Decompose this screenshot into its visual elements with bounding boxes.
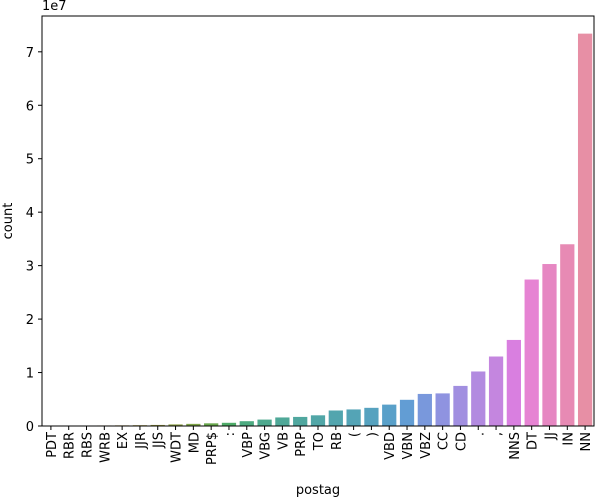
offset-label: 1e7 <box>42 0 67 14</box>
x-tick-label: RB <box>330 432 345 450</box>
bar <box>257 419 272 426</box>
bar <box>435 393 450 426</box>
y-tick-label: 4 <box>26 206 34 221</box>
y-tick-label: 2 <box>26 313 34 328</box>
y-tick-label: 0 <box>26 420 34 435</box>
bar <box>364 407 379 426</box>
x-tick-label: EX <box>116 432 131 449</box>
bar <box>310 415 326 426</box>
bar <box>204 423 219 426</box>
x-tick-label: RBS <box>81 432 96 458</box>
bar <box>577 33 593 426</box>
bar <box>399 399 415 426</box>
bar <box>506 339 521 426</box>
bar <box>453 385 468 426</box>
x-tick-label: , <box>490 432 505 436</box>
bar <box>560 244 575 426</box>
x-tick-label: . <box>472 432 487 436</box>
bar <box>275 417 290 426</box>
x-tick-label: PRP <box>294 432 309 457</box>
x-tick-label: VB <box>276 432 291 450</box>
bar <box>221 422 237 426</box>
x-tick-label: WRB <box>98 432 113 463</box>
x-tick-label: VBZ <box>419 432 434 459</box>
y-tick-label: 6 <box>26 99 34 114</box>
bar <box>382 404 397 426</box>
x-tick-label: RBR <box>63 432 78 459</box>
x-tick-label: CC <box>437 432 452 450</box>
x-tick-label: ) <box>365 432 380 437</box>
x-tick-label: PDT <box>45 432 60 458</box>
y-tick-label: 7 <box>26 46 34 61</box>
y-tick-label: 5 <box>26 153 34 168</box>
x-tick-label: WDT <box>170 432 185 463</box>
y-axis-label: count <box>1 203 16 240</box>
bar <box>186 423 201 426</box>
x-tick-label: : <box>223 432 238 436</box>
x-axis-label: postag <box>296 483 340 498</box>
x-tick-label: DT <box>526 432 541 450</box>
x-tick-label: IN <box>561 432 576 446</box>
y-tick-label: 1 <box>26 367 34 382</box>
x-tick-label: VBP <box>241 432 256 458</box>
bar <box>346 409 361 426</box>
bar <box>524 279 539 426</box>
x-tick-label: VBG <box>259 432 274 460</box>
bar <box>417 393 432 426</box>
x-tick-label: JJ <box>543 432 558 441</box>
bar <box>150 424 165 426</box>
bar <box>168 424 183 426</box>
bar <box>328 410 343 426</box>
x-tick-label: NNS <box>508 432 523 460</box>
bar <box>488 356 504 426</box>
x-tick-label: NN <box>579 432 594 451</box>
bar <box>239 421 254 426</box>
bar <box>293 416 308 426</box>
x-tick-label: VBN <box>401 432 416 460</box>
x-tick-label: CD <box>454 432 469 451</box>
x-tick-label: PRP$ <box>205 432 220 465</box>
x-tick-label: JJS <box>152 432 167 449</box>
x-tick-label: VBD <box>383 432 398 460</box>
bar <box>471 371 486 426</box>
y-tick-label: 3 <box>26 260 34 275</box>
x-tick-label: MD <box>187 432 202 453</box>
x-tick-label: ( <box>348 432 363 437</box>
plot-frame <box>41 15 595 427</box>
x-tick-label: JJR <box>134 432 149 450</box>
x-tick-label: TO <box>312 432 327 451</box>
bar <box>542 264 557 426</box>
